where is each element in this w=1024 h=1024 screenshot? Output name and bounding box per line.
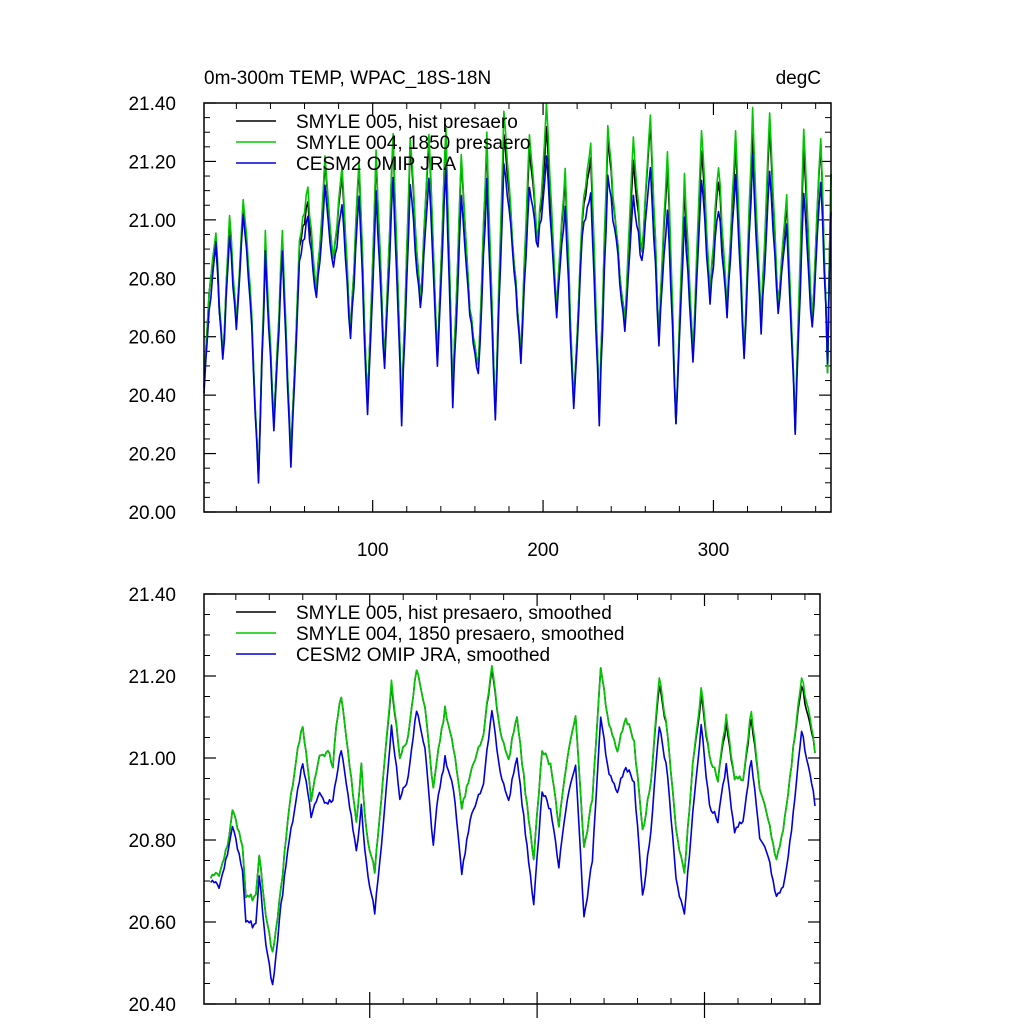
top-panel-series [203,102,832,484]
y-tick-label: 21.40 [128,94,176,115]
bottom-panel-legend: SMYLE 005, hist presaero, smoothedSMYLE … [236,603,624,666]
y-tick-label: 21.20 [128,152,176,173]
y-tick-label: 20.60 [128,913,176,934]
y-tick-label: 21.40 [128,585,176,606]
y-tick-label: 21.00 [128,211,176,232]
bottom-panel: 20.40 20.60 20.80 21.00 21.20 21.40 SMYLE 005… [128,585,821,1018]
y-tick-label: 20.40 [128,995,176,1016]
x-tick-label: 200 [527,540,559,561]
x-tick-label: 100 [357,540,389,561]
y-tick-label: 20.40 [128,386,176,407]
y-tick-label: 20.60 [128,328,176,349]
legend-label: SMYLE 005, hist presaero [296,112,518,133]
top-panel-units: degC [776,68,821,89]
top-panel-title: 0m-300m TEMP, WPAC_18S-18N [204,68,491,89]
y-tick-label: 21.20 [128,667,176,688]
bottom-panel-frame [203,593,821,1005]
y-tick-label: 20.80 [128,831,176,852]
series-line-1 [209,667,816,953]
series-line-3 [203,153,832,484]
y-tick-label: 21.00 [128,749,176,770]
y-tick-label: 20.00 [128,503,176,524]
legend-label: SMYLE 004, 1850 presaero, smoothed [296,624,624,645]
bottom-panel-series [209,664,816,986]
bottom-panel-ticks: 20.40 20.60 20.80 21.00 21.20 21.40 [128,585,820,1018]
top-panel: 0m-300m TEMP, WPAC_18S-18N degC 20.0020.… [128,68,832,561]
legend-label: CESM2 OMIP JRA, smoothed [296,645,550,666]
legend-label: CESM2 OMIP JRA [296,154,456,175]
legend-label: SMYLE 005, hist presaero, smoothed [296,603,612,624]
x-tick-label: 300 [698,540,730,561]
y-tick-label: 20.20 [128,445,176,466]
series-line-3 [210,709,816,986]
top-panel-frame [203,102,832,513]
series-line-2 [209,664,816,953]
top-panel-ticks: 20.00 20.20 20.40 20.60 20.80 21.00 21.20 21.40… [128,94,831,561]
legend-label: SMYLE 004, 1850 presaero [296,133,531,154]
y-tick-label: 20.80 [128,269,176,290]
